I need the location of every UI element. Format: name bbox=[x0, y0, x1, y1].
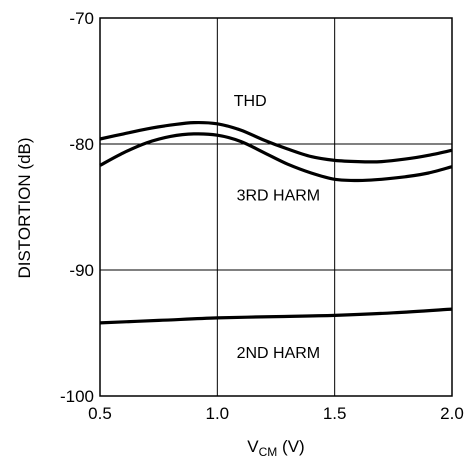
series-line-thd bbox=[99, 120, 453, 164]
y-tick-label: -70 bbox=[69, 9, 94, 28]
annotation-3rd-harm: 3RD HARM bbox=[237, 187, 321, 204]
series-line-2nd-harm bbox=[99, 307, 453, 325]
y-tick-labels: -100 -90 -80 -70 bbox=[60, 9, 94, 406]
x-tick-label: 2.0 bbox=[440, 404, 464, 423]
plot-frame bbox=[99, 17, 453, 397]
x-tick-label: 1.5 bbox=[323, 404, 347, 423]
x-tick-labels: 0.5 1.0 1.5 2.0 bbox=[88, 404, 464, 423]
y-tick-label: -80 bbox=[69, 135, 94, 154]
y-axis-title: DISTORTION (dB) bbox=[15, 137, 34, 278]
data-curves bbox=[99, 120, 453, 325]
y-tick-label: -90 bbox=[69, 261, 94, 280]
grid bbox=[100, 18, 452, 396]
x-tick-label: 1.0 bbox=[206, 404, 230, 423]
annotation-2nd-harm: 2ND HARM bbox=[237, 345, 321, 362]
annotations: THD 3RD HARM 2ND HARM bbox=[234, 93, 320, 362]
y-tick-label: -100 bbox=[60, 387, 94, 406]
series-line-3rd-harm bbox=[99, 132, 453, 183]
x-tick-label: 0.5 bbox=[88, 404, 112, 423]
x-axis-title: VCM (V) bbox=[247, 437, 304, 459]
annotation-thd: THD bbox=[234, 93, 267, 110]
